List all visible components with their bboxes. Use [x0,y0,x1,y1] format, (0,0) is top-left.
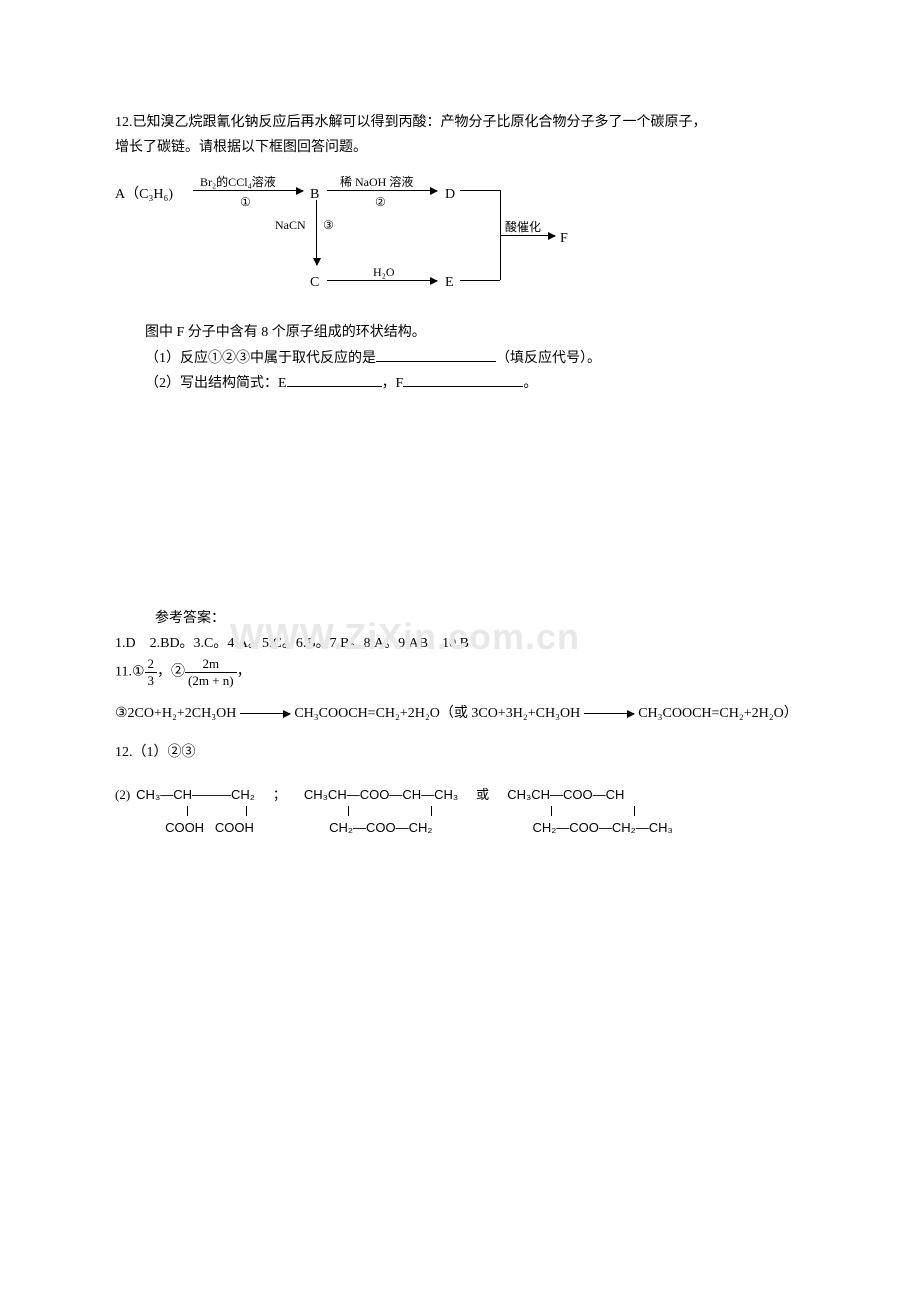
seg-E-right [460,280,500,281]
q12-intro-line2: 增长了碳链。请根据以下框图回答问题。 [115,135,810,160]
q12-sub-questions: 图中 F 分子中含有 8 个原子组成的环状结构。 （1）反应①②③中属于取代反应… [115,320,810,396]
arrow3-right-label: ③ [323,215,334,237]
answers-header: 参考答案： [115,606,810,631]
q12-sub2: （2）写出结构简式：E ，F 。 [145,371,810,396]
sub1-post: （填反应代号）。 [496,351,601,366]
a11-pre: 11.① [115,665,145,680]
answers-line1: 1.D 2.BD。3.C。4.A。5.C。6.B。7.B。8.A。9.AB。10… [115,631,810,656]
frac-1: 23 [145,656,158,688]
q12-sub1: （1）反应①②③中属于取代反应的是 （填反应代号）。 [145,346,810,371]
arrow-2 [327,190,437,191]
a12-2-label: (2) [115,783,136,806]
node-B: B [310,182,319,207]
reaction-flowchart: A（C₃H₆) Br₂的CCl₄溶液 ① B 稀 NaOH 溶液 ② D NaC… [115,170,810,310]
frac2-num: 2m [185,656,237,673]
structF2-bot: CH₂—COO—CH₂—CH₃ [507,816,673,839]
arrow-4 [327,280,437,281]
frac1-den: 3 [145,673,158,689]
blank-1 [376,347,496,362]
rxn-arrow-1 [240,713,290,714]
arrow-1 [193,190,303,191]
arrow3-left-label: NaCN [275,215,306,237]
frac-2: 2m(2m + n) [185,656,237,688]
sep-2: 或 [458,783,507,806]
question-12: 12.已知溴乙烷跟氰化钠反应后再水解可以得到丙酸：产物分子比原化合物分子多了一个… [115,110,810,396]
answers-line11: 11.①23，②2m(2m + n)， [115,656,810,688]
node-E: E [445,270,454,295]
answers-line12-2: (2) CH₃—CH———CH₂ COOH COOH ； CH₃CH—COO—C… [115,783,810,840]
a11-3-pre: ③2CO+H₂+2CH₃OH [115,706,236,721]
answers-line12-1: 12.（1）②③ [115,740,810,765]
seg-D-down [500,190,501,235]
node-A: A（C₃H₆) [115,182,173,207]
arrow-5 [500,235,555,236]
answers-section: WWW.ZiXin.com.cn 参考答案： 1.D 2.BD。3.C。4.A。… [115,606,810,840]
sub2-post: 。 [523,376,537,391]
struct-E: CH₃—CH———CH₂ COOH COOH [136,783,255,840]
q12-note: 图中 F 分子中含有 8 个原子组成的环状结构。 [145,320,810,345]
blank-3 [403,372,523,387]
struct-F2: CH₃CH—COO—CH CH₂—COO—CH₂—CH₃ [507,783,673,840]
struct-F1: CH₃CH—COO—CH—CH₃ CH₂—COO—CH₂ [304,783,458,840]
rxn-arrow-2 [584,713,634,714]
arrow1-bot-label: ① [240,192,251,214]
structF2-top: CH₃CH—COO—CH [507,783,673,806]
arrow-3 [316,200,317,265]
sep-1: ； [255,783,304,806]
seg-D-right [460,190,500,191]
sub2-pre: （2）写出结构简式：E [145,376,287,391]
structF1-bot: CH₂—COO—CH₂ [304,816,458,839]
arrow2-bot-label: ② [375,192,386,214]
a11-3-prod: CH₃COOCH=CH₂+2H₂O（或 3CO+3H₂+CH₃OH [294,706,580,721]
structE-top: CH₃—CH———CH₂ [136,783,255,806]
seg-E-up [500,235,501,280]
blank-2 [287,372,382,387]
a11-mid: ，② [157,665,185,680]
node-F: F [560,226,568,251]
sub2-mid: ，F [382,376,404,391]
q12-intro-line1: 12.已知溴乙烷跟氰化钠反应后再水解可以得到丙酸：产物分子比原化合物分子多了一个… [115,110,810,135]
a11-3-prod2: CH₃COOCH=CH₂+2H₂O） [638,706,798,721]
answers-line11-3: ③2CO+H₂+2CH₃OH CH₃COOCH=CH₂+2H₂O（或 3CO+3H… [115,701,810,726]
a11-post: ， [237,665,251,680]
structF1-top: CH₃CH—COO—CH—CH₃ [304,783,458,806]
frac2-den: (2m + n) [185,673,237,689]
frac1-num: 2 [145,656,158,673]
sub1-pre: （1）反应①②③中属于取代反应的是 [145,351,376,366]
node-D: D [445,182,455,207]
node-C: C [310,270,319,295]
structE-bot: COOH COOH [136,816,255,839]
